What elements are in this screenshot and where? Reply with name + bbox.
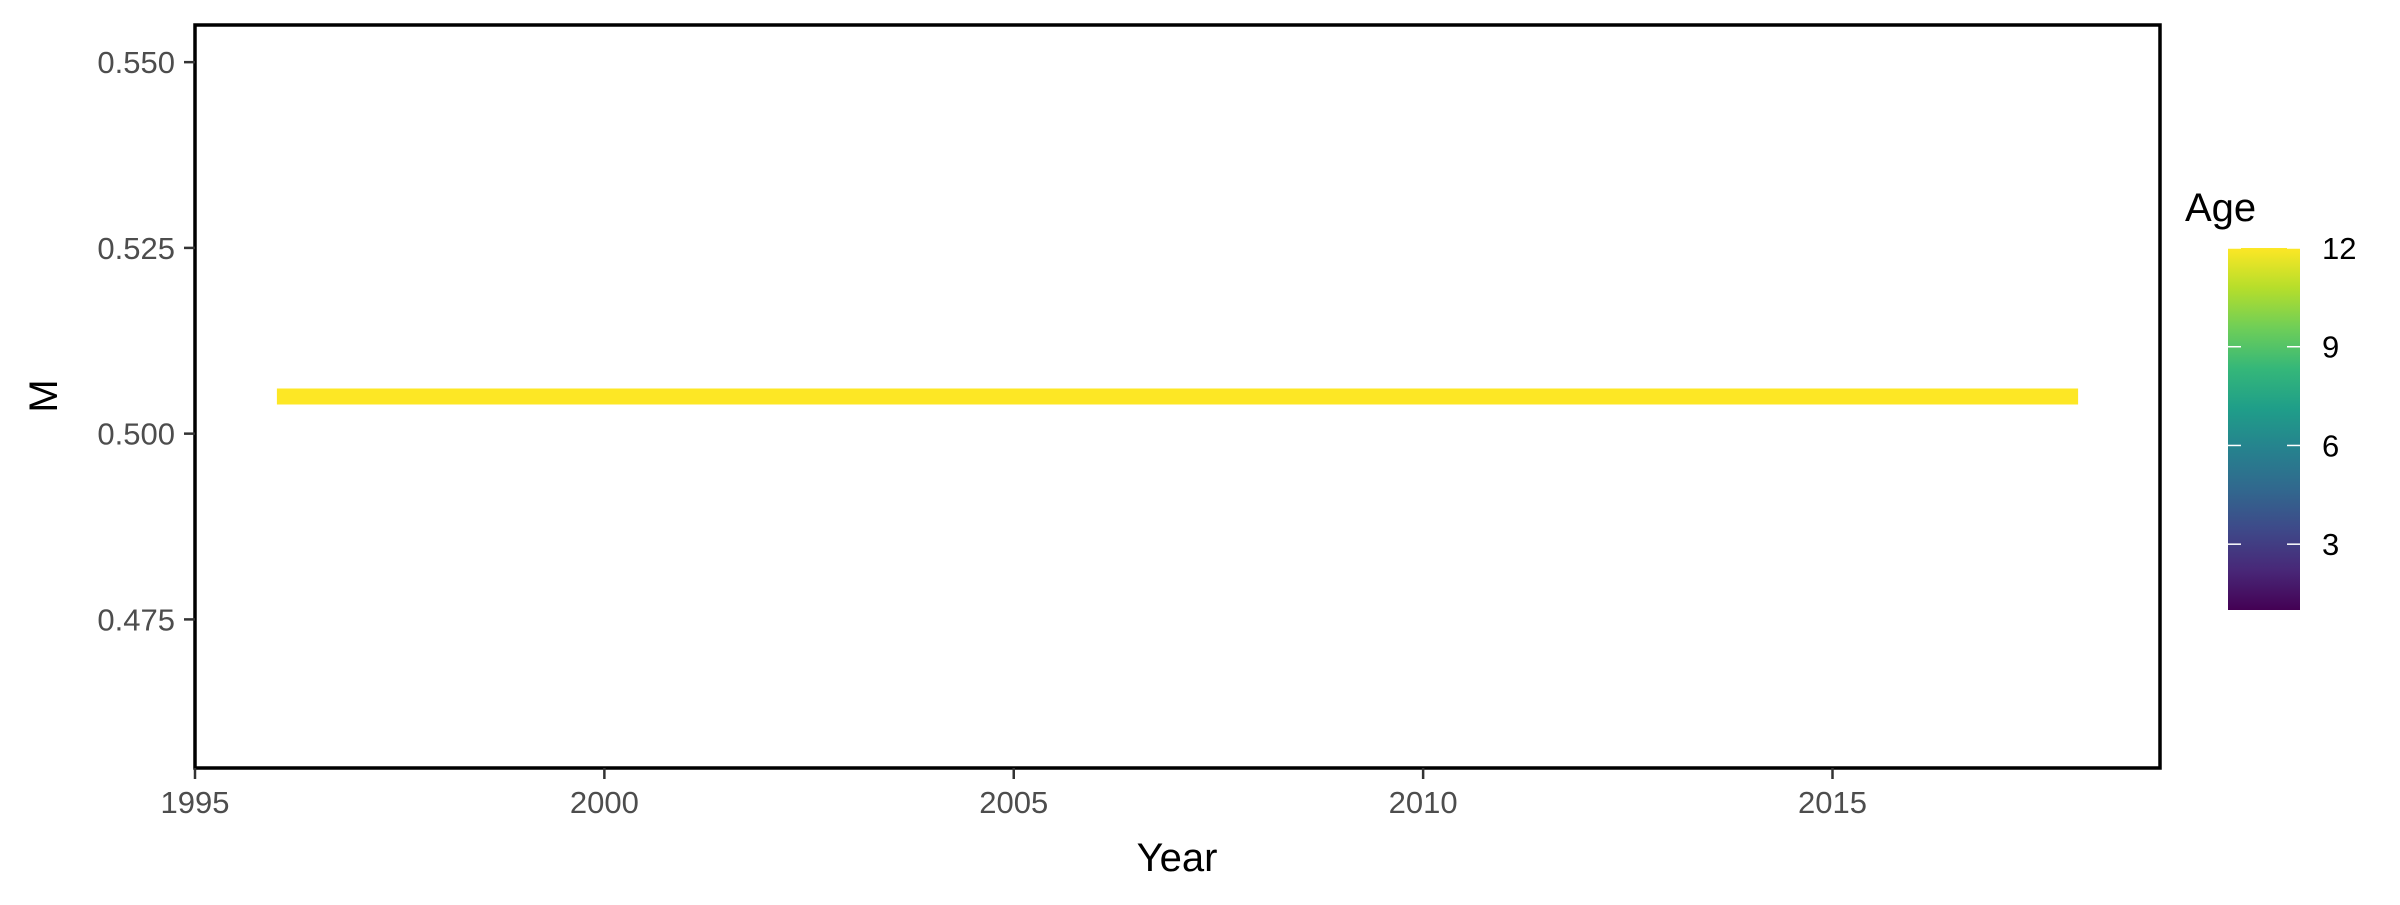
color-legend: Age 3 6 9 12 <box>2185 186 2356 610</box>
x-tick-label: 2000 <box>570 785 639 820</box>
plot-panel <box>193 23 2162 770</box>
y-tick-label: 0.475 <box>97 602 175 637</box>
x-axis: 1995 2000 2005 2010 2015 <box>161 768 1867 820</box>
legend-tick-label: 6 <box>2322 428 2339 463</box>
legend-title: Age <box>2185 186 2256 230</box>
y-axis-title: M <box>22 379 66 412</box>
y-axis: 0.475 0.500 0.525 0.550 <box>97 45 195 637</box>
x-tick-label: 2005 <box>979 785 1048 820</box>
x-tick-label: 2010 <box>1389 785 1458 820</box>
colorbar <box>2228 248 2300 610</box>
x-axis-title: Year <box>1137 836 1218 880</box>
y-tick-label: 0.525 <box>97 231 175 266</box>
y-tick-label: 0.550 <box>97 45 175 80</box>
y-tick-label: 0.500 <box>97 417 175 452</box>
legend-tick-label: 9 <box>2322 330 2339 365</box>
x-tick-label: 1995 <box>161 785 230 820</box>
x-tick-label: 2015 <box>1798 785 1867 820</box>
legend-tick-label: 12 <box>2322 231 2356 266</box>
legend-tick-label: 3 <box>2322 527 2339 562</box>
legend-ticks: 3 6 9 12 <box>2228 231 2356 562</box>
